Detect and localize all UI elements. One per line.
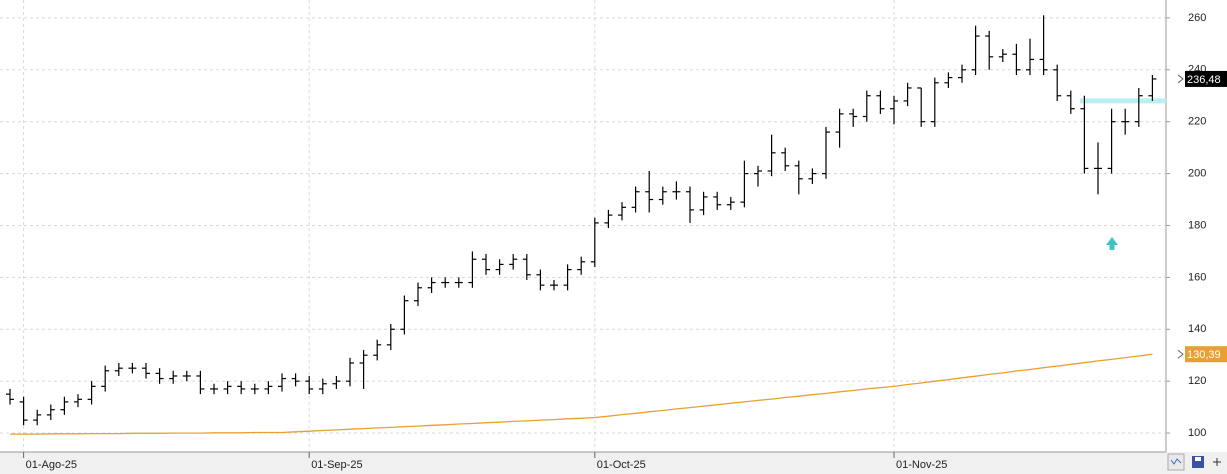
y-tick-label: 200: [1188, 167, 1206, 179]
price-tag: [1185, 70, 1227, 87]
zoom-button[interactable]: [1167, 453, 1185, 471]
arrow-icon: [1106, 237, 1118, 250]
y-tick-label: 180: [1188, 219, 1206, 231]
x-axis-band: [0, 452, 1227, 474]
save-icon: [1195, 457, 1201, 461]
x-tick-label: 01-Sep-25: [311, 459, 362, 471]
y-tick-label: 140: [1188, 323, 1206, 335]
price-tag-pointer: [1177, 74, 1184, 84]
x-tick-label: 01-Ago-25: [26, 459, 77, 471]
price-tag-label: 130,39: [1187, 349, 1221, 361]
zoom-icon: [1170, 458, 1182, 465]
price-tag-pointer: [1177, 349, 1184, 359]
price-tag: [1185, 346, 1227, 363]
y-tick-label: 120: [1188, 375, 1206, 387]
moving-average: [10, 353, 1153, 435]
y-tick-label: 220: [1188, 116, 1206, 128]
expand-button[interactable]: [1213, 458, 1221, 466]
y-tick-label: 100: [1188, 427, 1206, 439]
y-tick-label: 260: [1188, 12, 1206, 24]
x-tick-label: 01-Nov-25: [896, 459, 947, 471]
x-tick-label: 01-Oct-25: [597, 459, 646, 471]
y-tick-label: 160: [1188, 271, 1206, 283]
price-tag-label: 236,48: [1187, 74, 1221, 86]
